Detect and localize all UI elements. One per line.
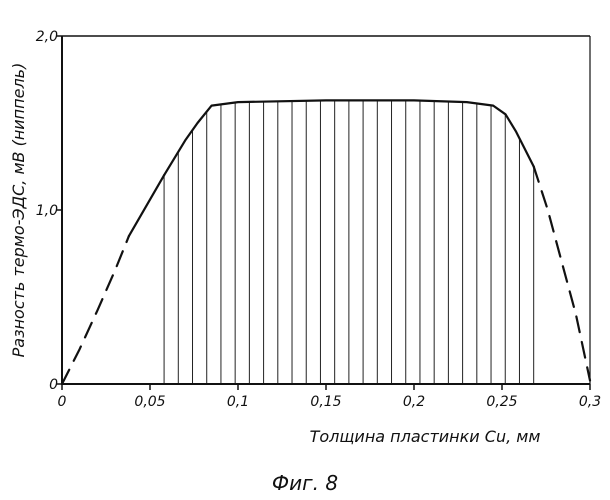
dashed-curve-segment xyxy=(62,236,129,384)
y-axis-label: Разность термо-ЭДС, мВ (ниппель) xyxy=(9,63,28,358)
figure-caption: Фиг. 8 xyxy=(272,471,338,495)
x-tick-label: 0,05 xyxy=(134,394,165,410)
dashed-curve-segment xyxy=(534,167,590,381)
y-tick-label: 2,0 xyxy=(36,29,58,45)
x-tick-label: 0,3 xyxy=(579,394,601,410)
x-axis-label: Толщина пластинки Cu, мм xyxy=(310,427,541,446)
x-tick-label: 0,2 xyxy=(403,394,425,410)
chart-axes xyxy=(62,36,590,384)
hatched-region xyxy=(164,100,534,384)
x-tick-label: 0,15 xyxy=(310,394,341,410)
chart-ticks: 0 0,05 0,1 0,15 0,2 0,25 0,3 0 1,0 2,0 xyxy=(36,29,601,410)
x-tick-label: 0,1 xyxy=(227,394,249,410)
y-tick-label: 0 xyxy=(49,377,58,393)
solid-curve-segment xyxy=(129,175,164,236)
y-tick-label: 1,0 xyxy=(36,203,58,219)
chart-series xyxy=(62,100,590,384)
x-tick-label: 0,25 xyxy=(486,394,517,410)
x-tick-label: 0 xyxy=(58,394,67,410)
